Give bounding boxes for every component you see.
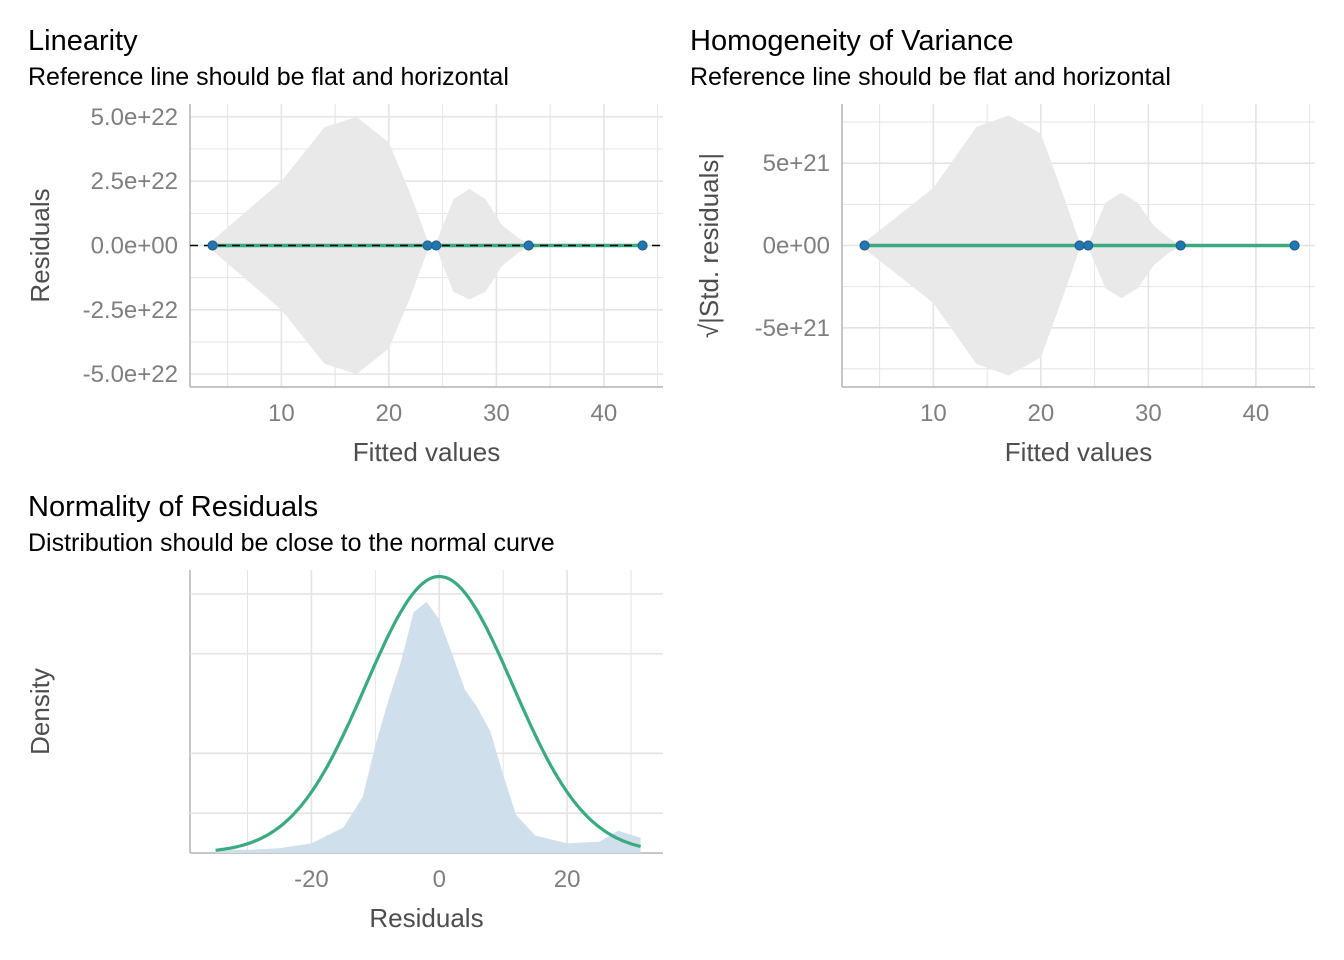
x-tick-label-0-3: 40: [591, 400, 618, 427]
data-point-1-0: [859, 240, 870, 251]
x-tick-label-1-3: 40: [1243, 400, 1270, 427]
y-tick-label-0-0: 5.0e+22: [91, 104, 178, 131]
y-tick-label-0-1: 2.5e+22: [91, 168, 178, 195]
x-axis-title-0: Fitted values: [353, 437, 500, 467]
x-tick-label-0-1: 20: [376, 400, 403, 427]
linearity-title: Linearity: [28, 25, 138, 57]
y-tick-label-1-1: 0e+00: [763, 233, 830, 260]
data-point-0-4: [637, 240, 648, 251]
data-point-0-0: [207, 240, 218, 251]
x-tick-label-2-2: 20: [554, 866, 581, 893]
data-point-0-1: [422, 240, 433, 251]
normality-subtitle: Distribution should be close to the norm…: [28, 529, 555, 557]
data-point-0-3: [523, 240, 534, 251]
x-tick-label-2-1: 0: [433, 866, 446, 893]
y-axis-title-text: |Std. residuals|: [694, 153, 724, 324]
data-point-1-4: [1289, 240, 1300, 251]
x-tick-label-0-2: 30: [483, 400, 510, 427]
y-axis-title-0: Residuals: [25, 188, 55, 302]
y-axis-title-2: Density: [25, 668, 55, 755]
data-point-0-2: [431, 240, 442, 251]
y-tick-label-1-2: -5e+21: [755, 315, 830, 342]
x-axis-title-2: Residuals: [369, 903, 483, 933]
x-tick-label-1-1: 20: [1028, 400, 1055, 427]
y-axis-title-1: √|Std. residuals|: [694, 153, 724, 338]
y-axis-title-prefix: √: [694, 323, 724, 338]
y-tick-label-0-2: 0.0e+00: [91, 233, 178, 260]
y-tick-label-0-4: -5.0e+22: [83, 361, 178, 388]
x-axis-title-1: Fitted values: [1005, 437, 1152, 467]
x-tick-label-1-2: 30: [1135, 400, 1162, 427]
data-point-1-2: [1083, 240, 1094, 251]
data-point-1-1: [1074, 240, 1085, 251]
x-tick-label-2-0: -20: [294, 866, 329, 893]
x-tick-label-0-0: 10: [268, 400, 295, 427]
data-point-1-3: [1175, 240, 1186, 251]
normal-curve: [215, 574, 642, 852]
x-tick-label-1-0: 10: [920, 400, 947, 427]
y-tick-label-1-0: 5e+21: [763, 150, 830, 177]
homogeneity-title: Homogeneity of Variance: [690, 25, 1014, 57]
linearity-subtitle: Reference line should be flat and horizo…: [28, 63, 509, 91]
normality-title: Normality of Residuals: [28, 491, 319, 523]
y-tick-label-0-3: -2.5e+22: [83, 297, 178, 324]
homogeneity-subtitle: Reference line should be flat and horizo…: [690, 63, 1171, 91]
residual-density-area: [215, 601, 641, 853]
